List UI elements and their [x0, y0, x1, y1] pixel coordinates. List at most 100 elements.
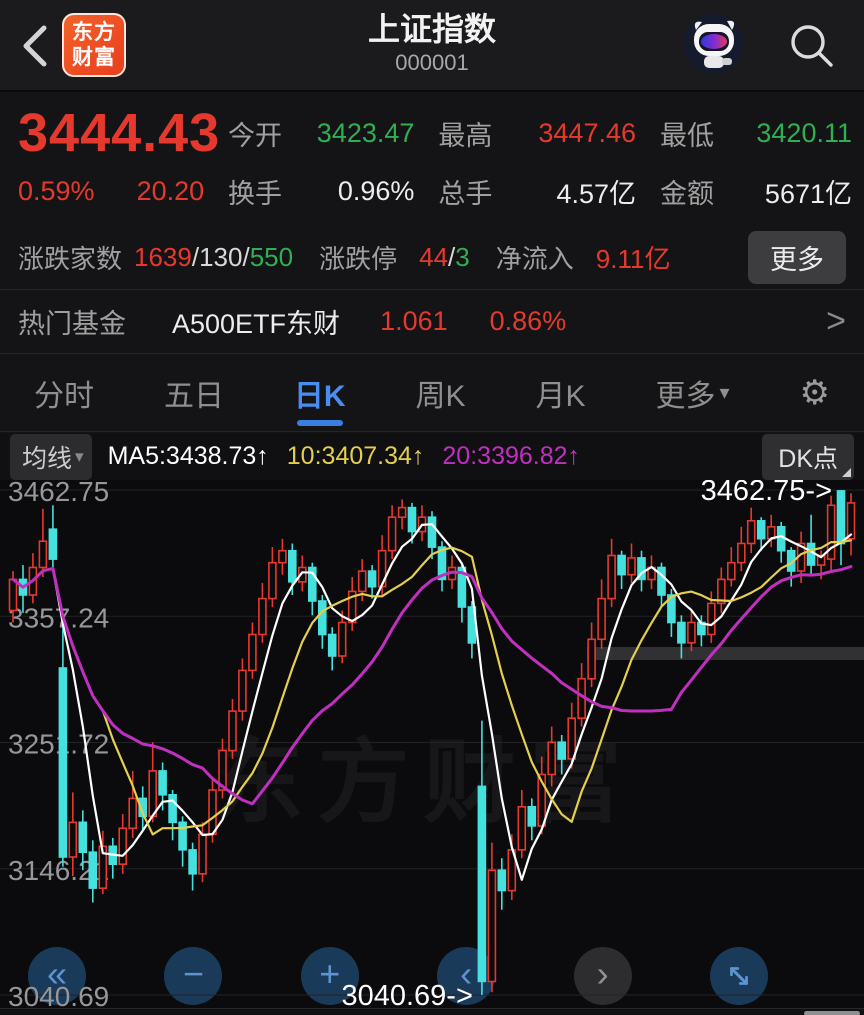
tab-周K[interactable]: 周K — [416, 354, 466, 432]
bottom-sheet-edge — [0, 1008, 864, 1015]
separator: / — [448, 241, 456, 272]
tab-label: 分时 — [34, 379, 94, 413]
chart-period-tabs: 分时 五日 日K 周K 月K 更多 ▾ ⚙ — [0, 354, 864, 432]
header: 东方 财富 上证指数 000001 — [0, 0, 864, 92]
search-icon[interactable] — [786, 20, 838, 72]
pan-left-button[interactable]: ‹ — [437, 947, 496, 1005]
stat-label: 今开 — [228, 120, 282, 151]
stat-cell: 今开 3423.47 — [228, 104, 414, 162]
stat-label: 最低 — [660, 120, 714, 151]
ma20-value: 20:3396.82↑ — [442, 442, 581, 470]
stat-cell: 最高 3447.46 — [438, 104, 636, 162]
stat-value: 5671亿 — [764, 178, 852, 209]
stat-cell: 总手 4.57亿 — [438, 162, 636, 220]
tab-月K[interactable]: 月K — [536, 354, 586, 432]
stat-value: 0.96% — [337, 175, 415, 206]
kline-chart-area[interactable]: 东方财富 «− + ‹ › 3462.75 3357.24 3251.72 3146.21 3… — [0, 480, 864, 1008]
tab-label: 周K — [415, 379, 466, 413]
zoom-out-button-glyph: − — [182, 953, 204, 994]
inflow-label: 净流入 — [495, 243, 574, 274]
last-price: 3444.43 — [18, 103, 221, 163]
logo-line2: 财富 — [72, 46, 116, 69]
limit-up-count: 44 — [419, 241, 449, 272]
quote-panel: 3444.43 0.59% 20.20 今开 3423.47 最高 3447.46 最低… — [0, 94, 864, 226]
tab-label: 月K — [535, 379, 586, 413]
zoom-in-button-glyph: + — [319, 953, 341, 994]
stat-label: 金额 — [660, 178, 714, 209]
chevron-right-icon[interactable]: > — [826, 302, 846, 340]
tab-label: 日K — [293, 379, 346, 413]
price-change: 0.59% 20.20 — [18, 176, 204, 207]
assistant-robot-icon[interactable] — [682, 12, 746, 76]
indicator-bar: 均线 ▾ MA5:3438.73↑ 10:3407.34↑ 20:3396.82… — [0, 433, 864, 480]
change-amount: 20.20 — [136, 176, 205, 206]
fast-rewind-button-glyph: « — [46, 953, 68, 994]
chevron-down-icon: ▾ — [75, 446, 84, 466]
stat-cell: 换手 0.96% — [228, 162, 414, 220]
ma5-value: MA5:3438.73↑ — [107, 442, 269, 470]
tab-日K[interactable]: 日K — [294, 354, 346, 432]
tab-分时[interactable]: 分时 — [34, 354, 94, 432]
pan-right-button[interactable]: › — [573, 947, 632, 1005]
advancers-count: 1639 — [134, 241, 192, 272]
kline-svg: 3462.753357.243251.723146.213040.693462.… — [0, 480, 864, 1008]
svg-text:3462.75: 3462.75 — [8, 480, 109, 507]
chevron-down-icon: ▾ — [719, 382, 730, 404]
active-tab-underline — [296, 419, 343, 426]
ma10-value: 10:3407.34↑ — [286, 442, 425, 470]
market-breadth-row: 涨跌家数 1639 / 130 / 550 涨跌停 44 / 3 净流入 9.1… — [0, 226, 864, 288]
svg-text:3251.72: 3251.72 — [8, 729, 109, 760]
settings-gear-icon[interactable]: ⚙ — [799, 373, 830, 412]
fund-nav: 1.061 — [380, 305, 448, 336]
zoom-out-button[interactable]: − — [164, 947, 223, 1005]
eastmoney-logo[interactable]: 东方 财富 — [62, 13, 126, 77]
dk-point-label: DK点 — [778, 444, 838, 473]
separator: / — [242, 241, 250, 272]
watermark: 东方财富 — [211, 732, 636, 834]
limit-down-count: 3 — [455, 241, 470, 272]
chart-toolbar: « − + ‹ › — [0, 947, 864, 1007]
stat-value: 4.57亿 — [556, 178, 636, 209]
highlight-band — [587, 647, 864, 660]
unchanged-count: 130 — [199, 241, 243, 272]
stat-label: 最高 — [438, 120, 493, 151]
stat-value: 3423.47 — [316, 117, 415, 148]
hot-fund-row[interactable]: 热门基金 A500ETF东财 1.061 0.86% > — [0, 290, 864, 352]
inflow-value: 9.11亿 — [595, 243, 671, 274]
ma-selector-button[interactable]: 均线 ▾ — [10, 433, 92, 480]
svg-text:3146.21: 3146.21 — [8, 855, 109, 886]
logo-line1: 东方 — [72, 21, 116, 44]
tab-label: 更多 — [655, 379, 716, 413]
drag-handle[interactable] — [804, 1011, 860, 1015]
tab-更多[interactable]: 更多 ▾ — [655, 354, 729, 432]
quote-stats: 今开 3423.47 最高 3447.46 最低 3420.11 换手 0.96% 总手 4.57… — [228, 104, 852, 220]
svg-text:3462.75->: 3462.75-> — [701, 480, 832, 507]
change-percent: 0.59% — [18, 176, 95, 206]
expand-icon — [730, 967, 748, 985]
zoom-in-button[interactable]: + — [300, 947, 359, 1005]
pan-left-button-glyph: ‹ — [460, 953, 473, 994]
corner-triangle-icon — [842, 467, 851, 477]
decliners-count: 550 — [249, 241, 294, 272]
tab-label: 五日 — [163, 379, 224, 413]
stat-cell: 金额 5671亿 — [660, 162, 852, 220]
breadth-label: 涨跌家数 — [18, 243, 123, 274]
ma-values: MA5:3438.73↑ 10:3407.34↑ 20:3396.82↑ — [108, 442, 580, 471]
tab-五日[interactable]: 五日 — [164, 354, 224, 432]
svg-text:3357.24: 3357.24 — [8, 602, 109, 633]
dk-point-button[interactable]: DK点 — [762, 433, 854, 480]
stat-value: 3420.11 — [756, 117, 852, 148]
fund-section-label: 热门基金 — [18, 308, 126, 339]
stat-label: 换手 — [228, 178, 282, 209]
pan-right-button-glyph: › — [596, 953, 609, 994]
stat-value: 3447.46 — [538, 117, 636, 148]
fund-change-percent: 0.86% — [489, 305, 567, 336]
more-button[interactable]: 更多 — [748, 230, 846, 284]
fullscreen-button[interactable] — [709, 947, 768, 1005]
fast-rewind-button[interactable]: « — [28, 947, 86, 1005]
ma-selector-label: 均线 — [22, 444, 73, 473]
back-icon[interactable] — [18, 22, 52, 70]
stat-cell: 最低 3420.11 — [660, 104, 852, 162]
limit-label: 涨跌停 — [319, 243, 398, 274]
